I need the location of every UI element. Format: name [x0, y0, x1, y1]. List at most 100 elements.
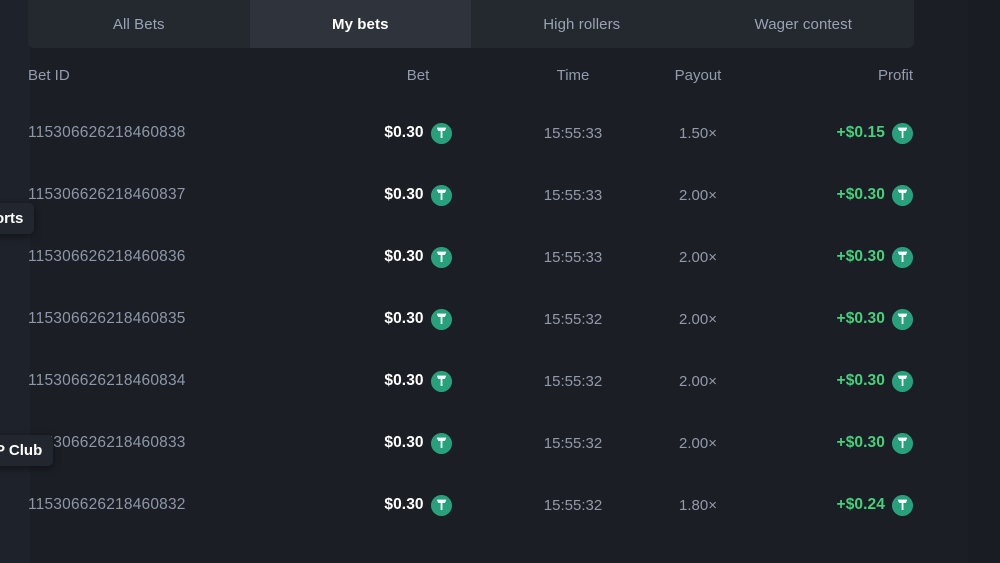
cell-payout: 1.80×	[679, 496, 717, 514]
table-row[interactable]: 115306626218460832 $0.30 T 15:55:32 1.80× +$0…	[28, 474, 938, 536]
svg-text:T: T	[437, 499, 445, 513]
svg-text:T: T	[437, 251, 445, 265]
column-header-bet-id: Bet ID	[28, 66, 70, 84]
cell-bet-amount: $0.30 T	[328, 432, 508, 454]
table-row[interactable]: 115306626218460838 $0.30 T 15:55:33 1.50× +$0…	[28, 102, 938, 164]
tooltip-sports: orts	[0, 203, 35, 234]
bet-amount-value: $0.30	[384, 372, 424, 389]
svg-text:T: T	[899, 375, 907, 389]
column-header-bet: Bet	[406, 66, 430, 84]
cell-bet-amount: $0.30 T	[328, 184, 508, 206]
cell-profit: +$0.30 T	[758, 432, 938, 454]
usdt-tether-icon: T	[892, 246, 913, 268]
table-row[interactable]: 115306626218460837 $0.30 T 15:55:33 2.00× +$0…	[28, 164, 938, 226]
column-header-profit: Profit	[877, 66, 913, 84]
bet-amount-value: $0.30	[384, 310, 424, 327]
cell-payout: 2.00×	[679, 310, 717, 328]
tab-high-rollers[interactable]: High rollers	[471, 0, 693, 48]
cell-bet-amount: $0.30 T	[328, 308, 508, 330]
cell-bet-id[interactable]: 115306626218460837	[28, 186, 186, 203]
profit-value: +$0.24	[836, 496, 885, 513]
cell-profit: +$0.30 T	[758, 308, 938, 330]
svg-text:T: T	[899, 251, 907, 265]
tab-all-bets[interactable]: All Bets	[28, 0, 250, 48]
table-row[interactable]: 115306626218460833 $0.30 T 15:55:32 2.00× +$0…	[28, 412, 938, 474]
cell-bet-amount: $0.30 T	[328, 122, 508, 144]
profit-value: +$0.30	[836, 434, 885, 451]
sidebar-strip	[0, 0, 30, 563]
profit-value: +$0.30	[836, 248, 885, 265]
cell-time: 15:55:33	[543, 248, 603, 266]
usdt-tether-icon: T	[430, 184, 452, 206]
tab-my-bets[interactable]: My bets	[249, 0, 471, 48]
cell-profit: +$0.30 T	[758, 246, 938, 268]
cell-bet-id[interactable]: 115306626218460838	[28, 124, 186, 141]
cell-bet-amount: $0.30 T	[328, 494, 508, 516]
cell-time: 15:55:32	[543, 372, 603, 390]
bet-amount-value: $0.30	[384, 248, 424, 265]
cell-profit: +$0.30 T	[758, 184, 938, 206]
cell-profit: +$0.30 T	[758, 370, 938, 392]
usdt-tether-icon: T	[430, 494, 452, 516]
cell-bet-id[interactable]: 115306626218460834	[28, 372, 186, 389]
usdt-tether-icon: T	[892, 370, 913, 392]
svg-text:T: T	[437, 375, 445, 389]
bet-amount-value: $0.30	[384, 124, 424, 141]
cell-bet-amount: $0.30 T	[328, 370, 508, 392]
svg-text:T: T	[437, 313, 445, 327]
cell-payout: 2.00×	[679, 434, 717, 452]
table-row[interactable]: 115306626218460836 $0.30 T 15:55:33 2.00× +$0…	[28, 226, 938, 288]
column-header-time: Time	[556, 66, 590, 84]
cell-bet-amount: $0.30 T	[328, 246, 508, 268]
table-header-row: Bet ID Bet Time Payout Profit	[28, 48, 938, 102]
svg-text:T: T	[899, 499, 907, 513]
cell-payout: 2.00×	[679, 372, 717, 390]
table-row[interactable]: 115306626218460834 $0.30 T 15:55:32 2.00× +$0…	[28, 350, 938, 412]
svg-text:T: T	[437, 127, 445, 141]
profit-value: +$0.30	[836, 372, 885, 389]
cell-time: 15:55:32	[543, 310, 603, 328]
bets-table: Bet ID Bet Time Payout Profit 1153066262…	[28, 48, 938, 536]
usdt-tether-icon: T	[430, 246, 452, 268]
profit-value: +$0.15	[836, 124, 885, 141]
tab-wager-contest[interactable]: Wager contest	[693, 0, 915, 48]
cell-time: 15:55:33	[543, 186, 603, 204]
bets-tabbar: All Bets My bets High rollers Wager contest	[28, 0, 914, 48]
cell-bet-id[interactable]: 115306626218460835	[28, 310, 186, 327]
column-header-payout: Payout	[674, 66, 722, 84]
bets-panel	[30, 0, 968, 563]
profit-value: +$0.30	[836, 310, 885, 327]
table-row[interactable]: 115306626218460835 $0.30 T 15:55:32 2.00× +$0…	[28, 288, 938, 350]
cell-profit: +$0.24 T	[758, 494, 938, 516]
usdt-tether-icon: T	[892, 308, 913, 330]
svg-text:T: T	[899, 189, 907, 203]
usdt-tether-icon: T	[430, 432, 452, 454]
usdt-tether-icon: T	[430, 308, 452, 330]
svg-text:T: T	[899, 437, 907, 451]
cell-payout: 1.50×	[679, 124, 717, 142]
cell-bet-id[interactable]: 115306626218460833	[28, 434, 186, 451]
usdt-tether-icon: T	[892, 494, 913, 516]
usdt-tether-icon: T	[430, 122, 452, 144]
cell-payout: 2.00×	[679, 248, 717, 266]
svg-text:T: T	[437, 437, 445, 451]
usdt-tether-icon: T	[892, 122, 913, 144]
right-gutter	[968, 0, 1000, 563]
cell-payout: 2.00×	[679, 186, 717, 204]
profit-value: +$0.30	[836, 186, 885, 203]
usdt-tether-icon: T	[430, 370, 452, 392]
svg-text:T: T	[899, 127, 907, 141]
cell-time: 15:55:32	[543, 496, 603, 514]
usdt-tether-icon: T	[892, 184, 913, 206]
cell-bet-id[interactable]: 115306626218460836	[28, 248, 186, 265]
tooltip-vip-club: P Club	[0, 435, 54, 466]
usdt-tether-icon: T	[892, 432, 913, 454]
cell-bet-id[interactable]: 115306626218460832	[28, 496, 186, 513]
bet-amount-value: $0.30	[384, 434, 424, 451]
svg-text:T: T	[899, 313, 907, 327]
cell-profit: +$0.15 T	[758, 122, 938, 144]
cell-time: 15:55:33	[543, 124, 603, 142]
bet-amount-value: $0.30	[384, 186, 424, 203]
cell-time: 15:55:32	[543, 434, 603, 452]
